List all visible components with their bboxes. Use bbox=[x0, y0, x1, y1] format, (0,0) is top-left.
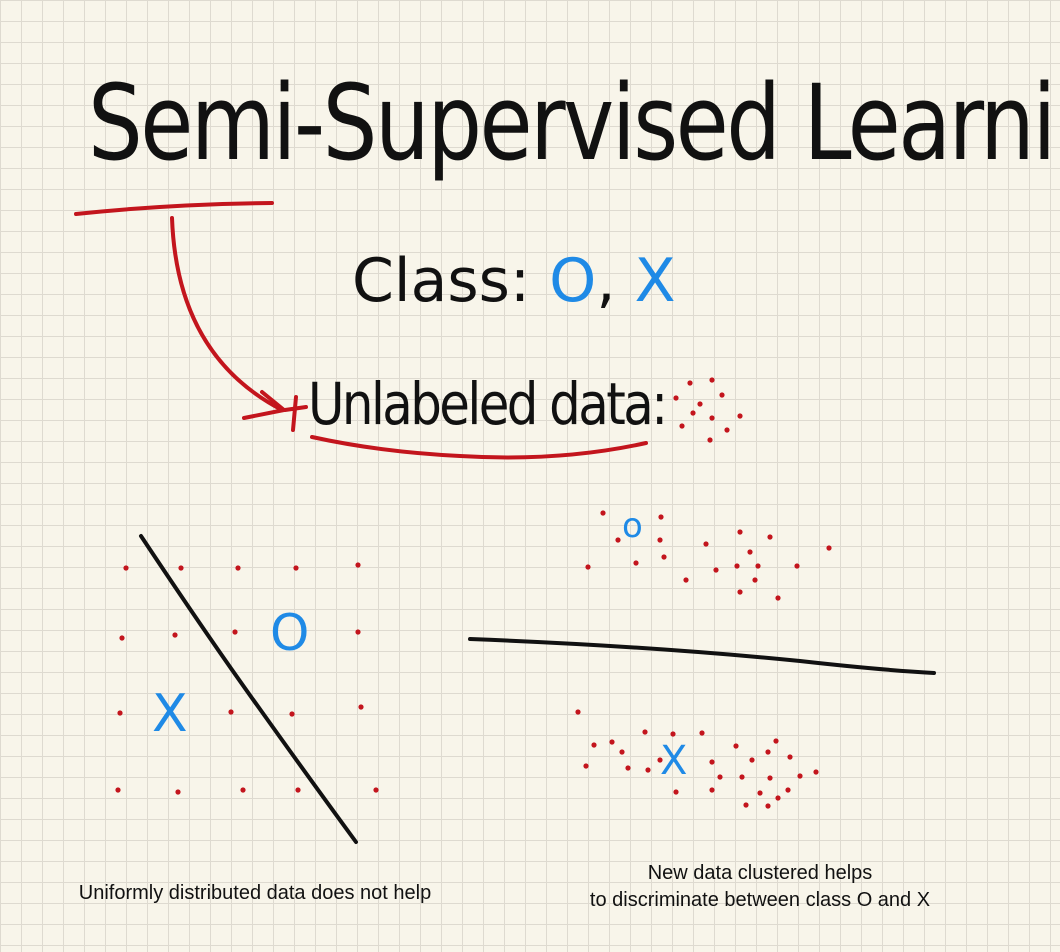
right-labeled-o: o bbox=[622, 506, 643, 546]
right-decision-boundary bbox=[468, 637, 936, 675]
unlabeled-dots-legend bbox=[673, 377, 743, 443]
left-labeled-o: O bbox=[270, 604, 310, 662]
class-o-symbol: O bbox=[549, 246, 597, 316]
left-labeled-x: X bbox=[152, 684, 188, 744]
left-decision-boundary bbox=[139, 534, 358, 844]
plus-sign bbox=[283, 395, 308, 432]
right-upper-cluster-dots bbox=[585, 510, 832, 601]
left-uniform-dots bbox=[115, 562, 379, 795]
right-caption-line-2: to discriminate between class O and X bbox=[589, 889, 931, 911]
class-legend-label: Class: bbox=[352, 246, 531, 316]
right-panel-caption: New data clustered helps to discriminate… bbox=[530, 860, 990, 914]
right-lower-cluster-dots bbox=[575, 709, 819, 809]
unlabeled-underline bbox=[310, 435, 648, 460]
class-legend: Class: O, X bbox=[352, 246, 676, 316]
unlabeled-data-label: Unlabeled data: bbox=[308, 370, 668, 438]
semi-underline bbox=[74, 201, 274, 216]
arrow-head bbox=[242, 390, 286, 420]
arrow-curve bbox=[170, 216, 284, 412]
class-x-symbol: X bbox=[634, 246, 676, 316]
diagram-title: Semi-Supervised Learning bbox=[88, 62, 1060, 184]
class-separator: , bbox=[596, 246, 616, 316]
right-labeled-x: X bbox=[660, 738, 688, 784]
left-panel-caption: Uniformly distributed data does not help bbox=[78, 882, 432, 904]
right-caption-line-1: New data clustered helps bbox=[647, 862, 873, 884]
